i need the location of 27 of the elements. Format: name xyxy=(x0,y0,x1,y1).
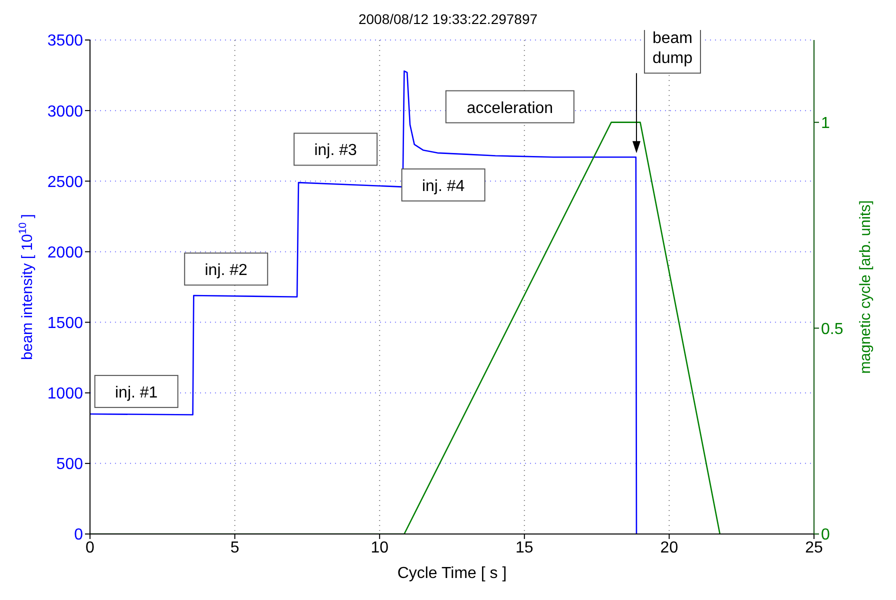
y2-tick-label: 0.5 xyxy=(821,320,844,338)
y-tick-label: 1500 xyxy=(47,314,84,332)
line-series xyxy=(90,70,638,534)
y2-tick-label: 0 xyxy=(821,526,830,544)
y-tick-label: 500 xyxy=(56,456,84,474)
annotation: acceleration xyxy=(466,100,554,117)
y2-axis-title: magnetic cycle [arb. units] xyxy=(857,200,874,374)
x-axis-title: Cycle Time [ s ] xyxy=(397,565,507,582)
annotation: inj. #4 xyxy=(422,178,465,195)
y-tick-label: 2500 xyxy=(47,174,84,191)
x-tick-label: 0 xyxy=(86,539,95,556)
x-tick-label: 5 xyxy=(230,539,240,556)
y-tick-label: 3500 xyxy=(47,32,84,50)
y-tick-label: 3000 xyxy=(47,103,84,120)
y-tick-label: 1000 xyxy=(47,386,84,403)
annotation: inj. #2 xyxy=(204,262,248,280)
x-tick-label: 25 xyxy=(805,539,823,556)
annotation: beam dump xyxy=(652,30,693,68)
x-tick-label: 20 xyxy=(660,539,678,556)
x-tick-label: 15 xyxy=(516,539,534,556)
annotation: inj. #3 xyxy=(314,142,358,160)
y2-tick-label: 1 xyxy=(821,115,830,132)
chart-title: 2008/08/12 19:33:22.297897 xyxy=(357,10,539,29)
annotation: inj. #1 xyxy=(114,384,158,402)
x-tick-label: 10 xyxy=(370,539,389,556)
y-tick-label: 0 xyxy=(74,526,84,544)
y-tick-label: 2000 xyxy=(47,244,84,262)
